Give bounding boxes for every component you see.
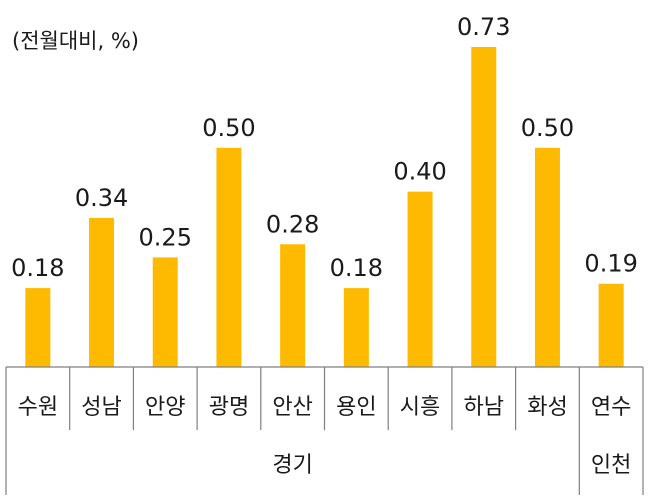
category-label: 용인	[336, 395, 376, 420]
bars-group	[25, 47, 624, 367]
bar-성남	[89, 217, 115, 367]
value-label: 0.50	[521, 114, 574, 142]
value-label: 0.18	[330, 254, 383, 282]
category-label: 시흥	[400, 395, 440, 420]
category-labels-group: 수원 성남 안양 광명 안산 용인 시흥 하남 화성 연수	[18, 395, 632, 420]
group-labels-group: 경기 인천	[272, 453, 631, 478]
value-labels-group: 0.18 0.34 0.25 0.50 0.28 0.18 0.40 0.73 0.50 0.19	[11, 13, 638, 282]
category-label: 안양	[145, 395, 185, 420]
value-label: 0.40	[393, 158, 446, 186]
category-label: 연수	[591, 395, 631, 420]
bar-안산	[280, 244, 306, 367]
group-label: 경기	[272, 453, 312, 478]
bar-광명	[216, 147, 242, 367]
value-label: 0.18	[11, 254, 64, 282]
value-label: 0.28	[266, 210, 319, 238]
bar-안양	[152, 257, 178, 367]
category-label: 화성	[527, 395, 567, 420]
category-label: 수원	[18, 395, 58, 420]
value-label: 0.34	[75, 184, 128, 212]
value-label: 0.73	[457, 13, 510, 41]
category-label: 광명	[209, 395, 249, 420]
group-label: 인천	[591, 453, 631, 478]
category-axis	[5, 366, 644, 495]
value-label: 0.50	[202, 114, 255, 142]
value-label: 0.25	[139, 223, 192, 251]
bar-시흥	[407, 191, 433, 367]
category-label: 하남	[464, 395, 504, 420]
bar-연수	[598, 283, 624, 367]
category-label: 안산	[272, 395, 312, 420]
unit-label: (전월대비, %)	[12, 29, 139, 53]
value-label: 0.19	[584, 250, 637, 278]
bar-용인	[343, 288, 369, 367]
bar-화성	[534, 147, 560, 367]
bar-수원	[25, 288, 51, 367]
bar-하남	[471, 47, 497, 367]
category-label: 성남	[81, 395, 121, 420]
